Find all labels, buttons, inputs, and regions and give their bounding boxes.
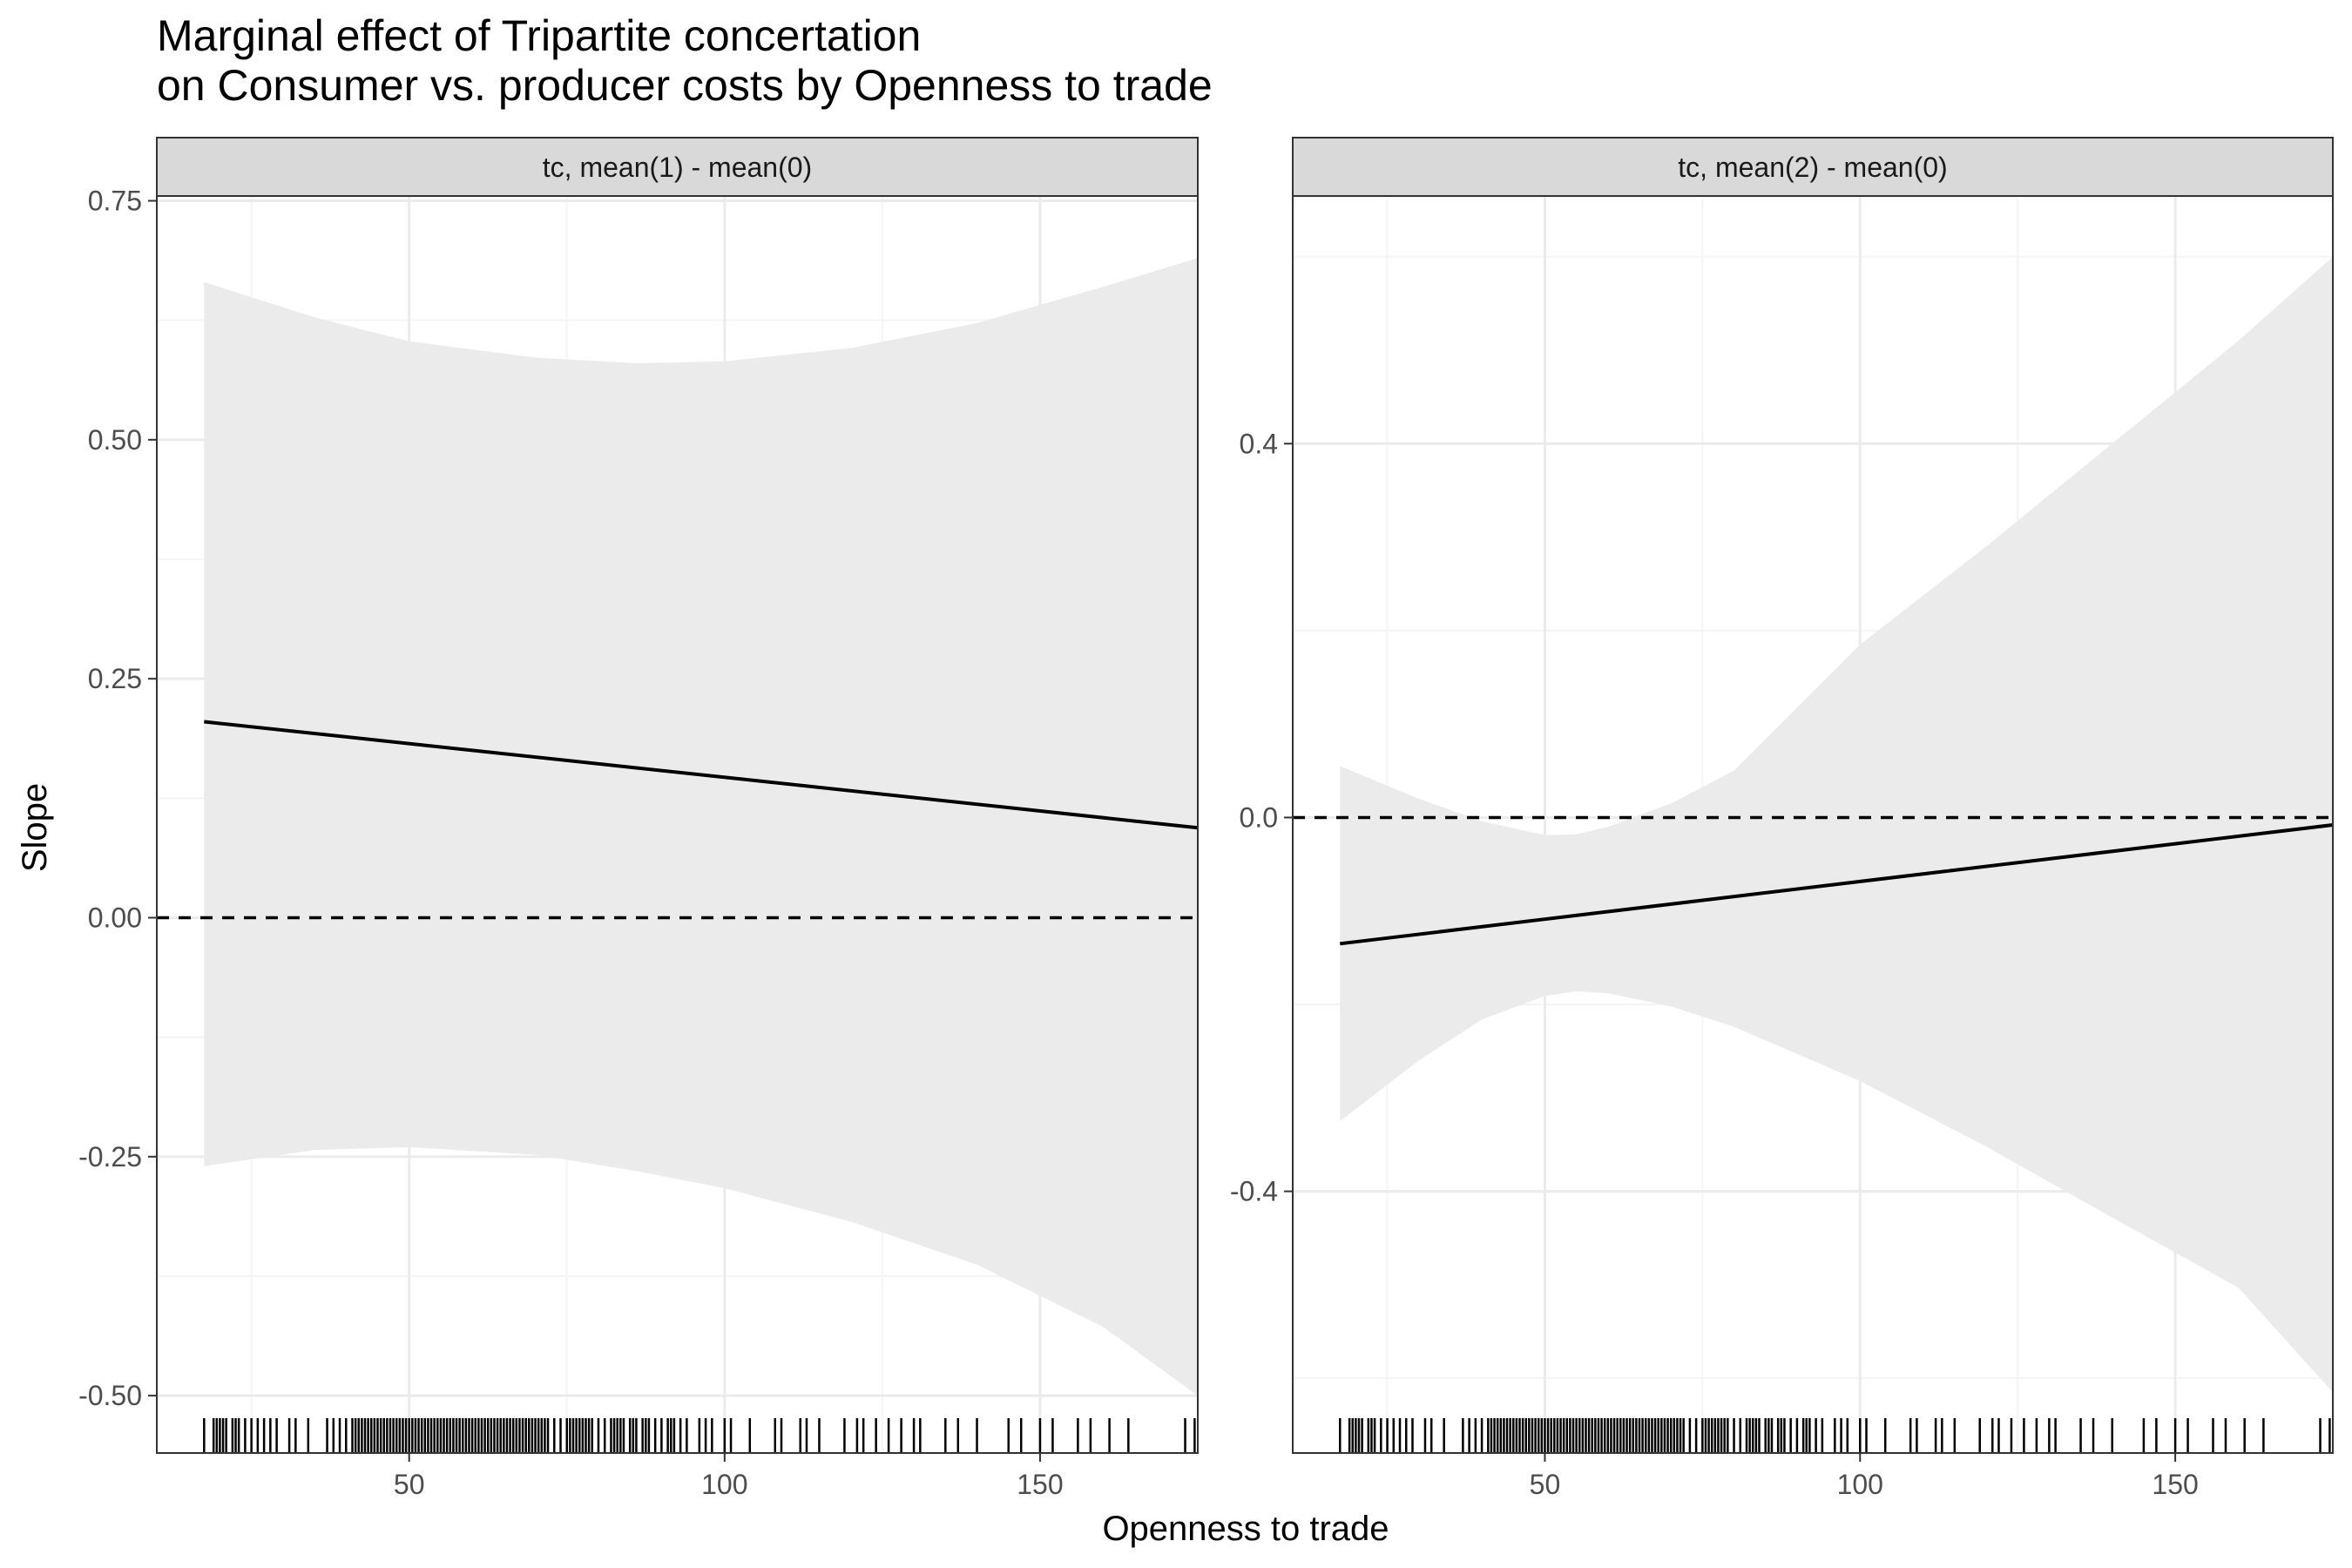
confidence-ribbon [1340, 256, 2333, 1393]
x-axis-title: Openness to trade [1102, 1510, 1389, 1548]
y-tick-label: 0.25 [88, 663, 142, 694]
facet-panel-1: tc, mean(1) - mean(0) 50 100 150 -0.50 -0.25 0… [78, 137, 1199, 1500]
y-axis-title: Slope [16, 783, 54, 872]
facet-strip [1292, 137, 2334, 197]
y-tick-label: -0.4 [1230, 1176, 1278, 1207]
x-tick-label: 150 [2152, 1469, 2198, 1500]
y-tick-label: 0.4 [1240, 428, 1278, 459]
chart-title: Marginal effect of Tripartite concertati… [157, 11, 1213, 110]
x-tick-label: 100 [701, 1469, 747, 1500]
x-tick-label: 50 [394, 1469, 425, 1500]
plot-area [1293, 256, 2333, 1453]
x-tick-label: 150 [1017, 1469, 1063, 1500]
marginal-effect-line [1340, 823, 2333, 946]
facet-strip [156, 137, 1199, 197]
marginal-effect-line [204, 720, 1198, 830]
y-tick-label: -0.25 [78, 1141, 142, 1173]
rug [1339, 1418, 2331, 1453]
y-tick-label: 0.50 [88, 424, 142, 456]
facet-strip-label: tc, mean(1) - mean(0) [543, 152, 812, 183]
y-tick-label: 0.75 [88, 185, 142, 216]
confidence-ribbon [204, 258, 1198, 1396]
x-tick-label: 50 [1530, 1469, 1561, 1500]
x-tick-label: 100 [1837, 1469, 1883, 1500]
plot-area [157, 258, 1198, 1453]
facet-strip-label: tc, mean(2) - mean(0) [1678, 152, 1947, 183]
y-tick-label: 0.00 [88, 902, 142, 933]
chart-title-line: on Consumer vs. producer costs by Openne… [157, 61, 1213, 110]
rug [203, 1418, 1196, 1453]
chart-title-line: Marginal effect of Tripartite concertati… [157, 11, 921, 60]
y-tick-label: -0.50 [78, 1380, 142, 1411]
facet-panels: tc, mean(1) - mean(0) 50 100 150 -0.50 -0.25 0… [78, 137, 2334, 1500]
facet-panel-2: tc, mean(2) - mean(0) 50 100 150 -0.4 0.0 0.4 [1230, 137, 2334, 1500]
y-tick-label: 0.0 [1240, 801, 1278, 833]
